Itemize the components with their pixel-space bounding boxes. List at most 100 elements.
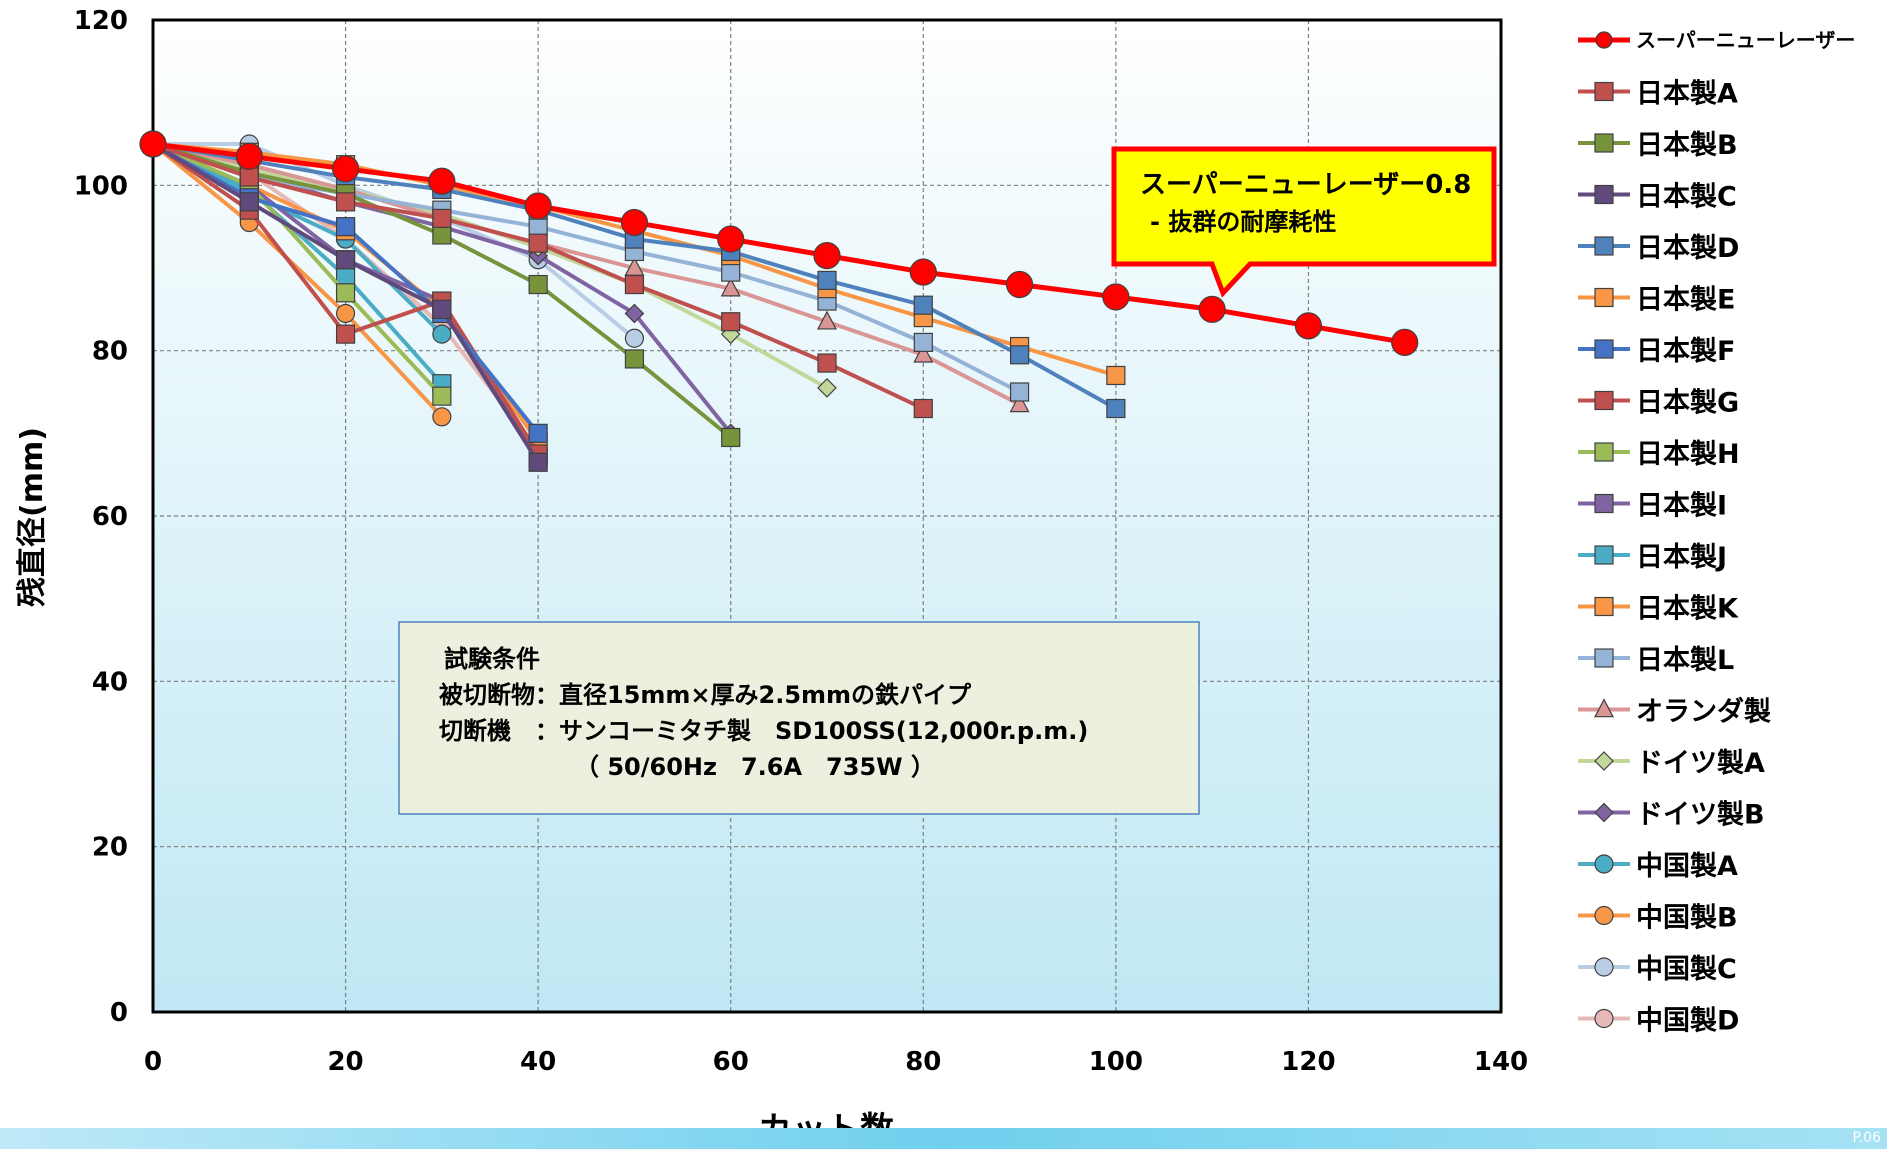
x-tick-label: 100 [1089,1047,1143,1077]
legend-marker [1594,1008,1614,1029]
x-tick-label: 60 [713,1047,749,1077]
legend-item: 日本製K [1578,594,1739,625]
data-point [913,295,933,315]
series-line [151,142,1022,394]
legend-marker [1594,545,1614,565]
data-point [239,167,259,187]
legend-label: オランダ製 [1636,696,1771,728]
data-point [335,217,356,237]
y-axis-ticks: 0 20 40 60 80 100 120 [74,6,128,1028]
data-point [1391,328,1419,356]
legend-label: 日本製G [1636,388,1739,419]
y-tick-label: 60 [92,502,128,532]
data-point [913,398,933,419]
data-point [432,324,452,344]
data-point [1009,382,1030,402]
series-4 [143,134,1126,419]
legend-marker [1594,287,1614,308]
footer-band [0,1128,1887,1149]
data-point [624,274,645,295]
data-point [335,192,356,212]
data-point [432,208,452,228]
legend-marker [1594,339,1614,359]
legend-marker [1595,31,1613,49]
legend-label: 日本製F [1636,336,1735,367]
x-axis-ticks: 0 20 40 60 80 100 120 140 [144,1047,1528,1077]
data-point [721,427,741,448]
data-point [432,386,452,406]
y-tick-label: 20 [92,833,128,863]
x-tick-label: 80 [905,1047,941,1077]
callout-line-2: - 抜群の耐摩耗性 [1150,208,1336,236]
data-point [624,303,645,324]
data-point [528,274,548,295]
legend-marker [1594,442,1614,462]
data-point [1198,295,1226,323]
y-tick-label: 80 [92,337,128,367]
legend-item: オランダ製 [1578,696,1771,728]
legend-label: 中国製D [1636,1006,1739,1037]
data-point [428,167,456,195]
legend-marker [1594,596,1614,617]
data-point [1294,312,1323,340]
data-point [235,142,263,170]
legend-item: 中国製B [1578,903,1738,934]
callout: スーパーニューレーザー0.8 - 抜群の耐摩耗性 [1111,146,1497,298]
data-point [1106,365,1126,386]
legend-label: 中国製B [1636,903,1738,934]
data-point [813,242,841,270]
data-point [721,312,741,332]
legend-item: 中国製D [1578,1006,1739,1037]
data-point [720,277,741,297]
data-point [624,328,645,348]
data-point [239,192,259,212]
y-axis-label: 残直径(mm) [15,427,50,607]
data-point [331,155,360,183]
data-point [624,349,645,369]
legend-label: 日本製L [1636,645,1734,676]
legend-marker [1594,648,1614,668]
legend-label: 中国製A [1636,851,1738,882]
legend-item: スーパーニューレーザー [1578,28,1855,52]
data-point [335,283,356,303]
data-point [139,130,167,158]
legend-label: 日本製K [1636,594,1739,625]
legend-item: 日本製J [1578,542,1727,573]
data-point [528,217,548,237]
data-point [524,192,552,220]
legend-label: 日本製A [1636,79,1738,110]
y-tick-label: 100 [74,171,128,201]
legend-item: 中国製A [1578,851,1738,882]
series-line [151,142,444,419]
data-point [528,233,548,253]
x-tick-label: 40 [520,1047,556,1077]
x-tick-label: 120 [1281,1047,1335,1077]
legend-marker [1594,81,1614,102]
conditions-title: 試験条件 [444,645,540,673]
series-line [151,142,444,399]
legend-label: 日本製C [1636,182,1737,213]
data-point [620,208,649,237]
legend-item: ドイツ製A [1578,748,1765,779]
data-point [717,225,745,253]
legend-marker [1594,802,1614,823]
plot-frame [151,18,1503,1014]
legend-marker [1594,698,1614,718]
legend-item: ドイツ製B [1578,800,1765,831]
data-point [1009,393,1030,413]
legend-label: ドイツ製A [1636,748,1765,779]
legend-marker [1594,957,1614,977]
data-point [913,332,933,352]
legend-marker [1594,854,1614,874]
legend-marker [1594,751,1614,771]
legend-item: 日本製I [1578,491,1727,522]
legend-item: 日本製D [1578,233,1739,264]
data-point [1106,398,1126,419]
x-tick-label: 140 [1474,1047,1528,1077]
legend-label: 日本製H [1636,439,1740,470]
y-tick-label: 120 [74,6,128,36]
series-0 [139,130,1419,356]
data-point [817,378,837,398]
